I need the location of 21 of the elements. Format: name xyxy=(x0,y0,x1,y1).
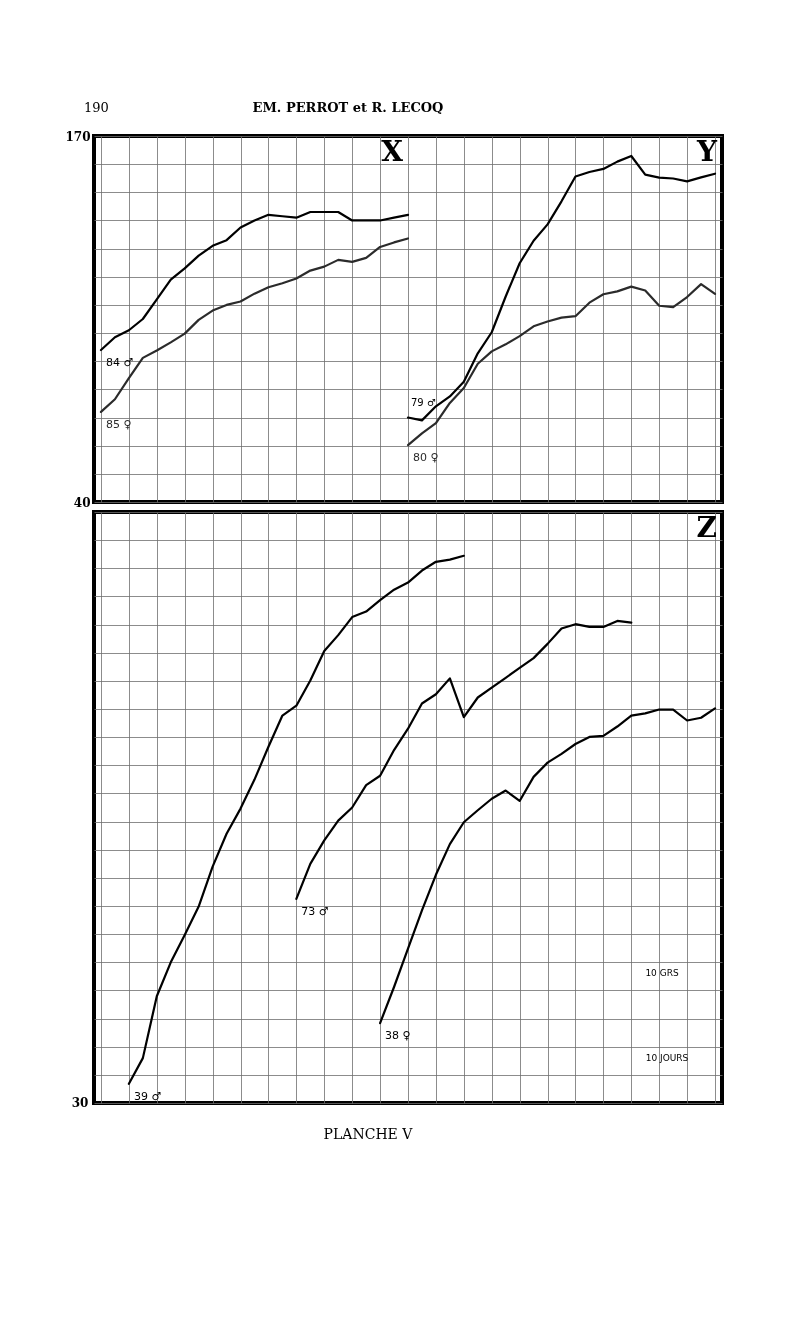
chart-title: Z xyxy=(696,511,717,544)
text: PLANCHE V xyxy=(323,1126,414,1142)
series-label: 84 ♂ xyxy=(105,355,134,369)
series-label: 39 ♂ xyxy=(133,1089,162,1103)
series-label: 73 ♂ xyxy=(301,904,329,918)
text: 30 xyxy=(71,1096,89,1110)
line-series xyxy=(99,210,410,352)
annotation: Y xyxy=(696,135,718,168)
annotation: 10 JOURS xyxy=(645,1053,689,1063)
series-label: 38 ♀ xyxy=(385,1029,411,1043)
annotation: 10 GRS xyxy=(645,968,679,978)
y-tick-label: 40 xyxy=(73,495,91,510)
series-label: 85 ♀ xyxy=(105,417,132,431)
y-tick-label: 170 xyxy=(65,129,91,144)
line-series xyxy=(406,282,717,447)
series-label: 80 ♀ xyxy=(413,451,439,465)
annotation: X xyxy=(381,135,404,168)
series-label: 79 ♂ xyxy=(411,396,436,408)
text: EM. PERROT et R. LECOQ xyxy=(252,100,444,115)
text: 190 xyxy=(84,100,109,115)
line-series xyxy=(99,237,410,414)
